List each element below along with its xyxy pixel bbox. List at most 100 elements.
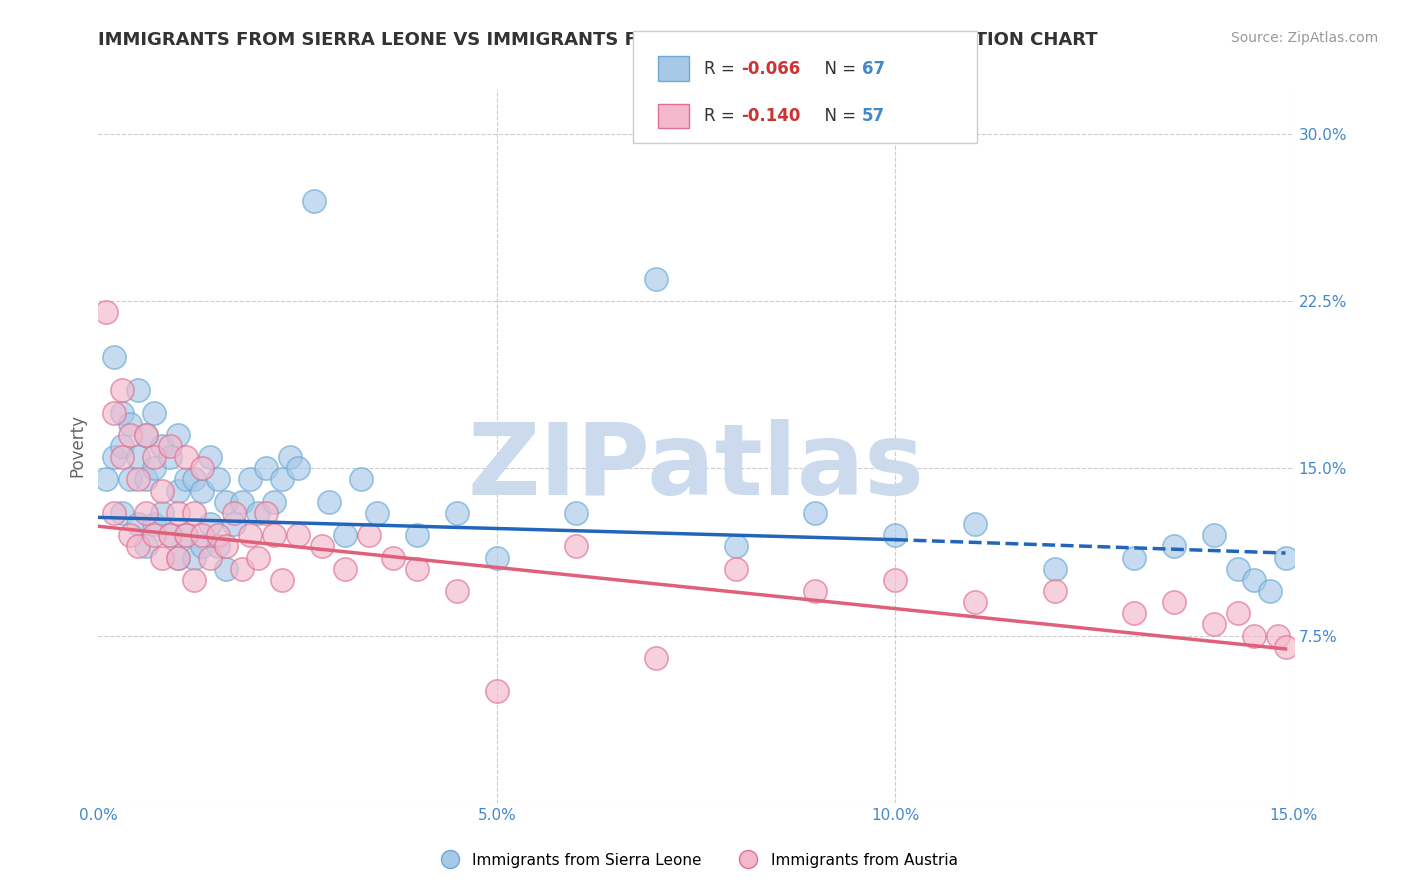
Point	[198, 450, 221, 464]
Point	[359, 528, 381, 542]
Point	[1274, 640, 1296, 654]
Point	[150, 483, 173, 498]
Point	[143, 405, 166, 419]
Point	[207, 539, 229, 553]
Point	[1226, 607, 1249, 621]
Text: Source: ZipAtlas.com: Source: ZipAtlas.com	[1230, 31, 1378, 45]
Point	[127, 516, 149, 531]
Point	[446, 506, 468, 520]
Point	[159, 450, 181, 464]
Point	[174, 528, 197, 542]
Point	[215, 539, 238, 553]
Point	[143, 528, 166, 542]
Point	[724, 539, 747, 553]
Point	[150, 550, 173, 565]
Point	[1123, 550, 1146, 565]
Point	[1043, 583, 1066, 598]
Point	[246, 550, 269, 565]
Point	[183, 550, 205, 565]
Point	[406, 528, 429, 542]
Point	[135, 473, 157, 487]
Point	[135, 427, 157, 442]
Point	[127, 473, 149, 487]
Point	[120, 427, 142, 442]
Point	[207, 473, 229, 487]
Point	[111, 506, 134, 520]
Point	[111, 439, 134, 453]
Point	[167, 550, 190, 565]
Point	[191, 483, 214, 498]
Point	[963, 595, 986, 609]
Point	[485, 550, 508, 565]
Point	[287, 461, 309, 475]
Point	[382, 550, 405, 565]
Point	[120, 417, 142, 431]
Point	[159, 528, 181, 542]
Point	[246, 506, 269, 520]
Point	[143, 450, 166, 464]
Point	[1163, 595, 1185, 609]
Point	[183, 573, 205, 587]
Point	[406, 562, 429, 576]
Point	[239, 473, 262, 487]
Point	[135, 539, 157, 553]
Point	[231, 562, 253, 576]
Point	[127, 384, 149, 398]
Point	[111, 384, 134, 398]
Point	[150, 439, 173, 453]
Text: ZIPatlas: ZIPatlas	[468, 419, 924, 516]
Point	[804, 506, 827, 520]
Point	[278, 450, 301, 464]
Point	[884, 573, 907, 587]
Point	[222, 506, 245, 520]
Point	[565, 539, 588, 553]
Point	[198, 516, 221, 531]
Point	[804, 583, 827, 598]
Point	[231, 494, 253, 508]
Point	[1123, 607, 1146, 621]
Point	[120, 528, 142, 542]
Point	[183, 506, 205, 520]
Point	[174, 528, 197, 542]
Point	[254, 506, 277, 520]
Point	[485, 684, 508, 698]
Point	[1202, 528, 1225, 542]
Point	[167, 427, 190, 442]
Point	[1243, 573, 1265, 587]
Point	[1258, 583, 1281, 598]
Point	[143, 461, 166, 475]
Point	[103, 450, 125, 464]
Point	[254, 461, 277, 475]
Point	[111, 450, 134, 464]
Point	[335, 562, 357, 576]
Point	[884, 528, 907, 542]
Point	[198, 550, 221, 565]
Point	[174, 450, 197, 464]
Legend: Immigrants from Sierra Leone, Immigrants from Austria: Immigrants from Sierra Leone, Immigrants…	[429, 847, 963, 873]
Point	[150, 506, 173, 520]
Point	[1267, 628, 1289, 642]
Point	[127, 539, 149, 553]
Point	[1202, 617, 1225, 632]
Point	[724, 562, 747, 576]
Point	[174, 473, 197, 487]
Point	[1243, 628, 1265, 642]
Point	[446, 583, 468, 598]
Point	[270, 573, 292, 587]
Point	[167, 550, 190, 565]
Point	[335, 528, 357, 542]
Point	[1163, 539, 1185, 553]
Point	[366, 506, 388, 520]
Point	[565, 506, 588, 520]
Point	[963, 516, 986, 531]
Point	[159, 439, 181, 453]
Point	[645, 271, 668, 285]
Point	[215, 562, 238, 576]
Point	[135, 427, 157, 442]
Point	[167, 506, 190, 520]
Text: 57: 57	[862, 107, 884, 125]
Point	[215, 494, 238, 508]
Point	[302, 194, 325, 208]
Point	[207, 528, 229, 542]
Point	[318, 494, 340, 508]
